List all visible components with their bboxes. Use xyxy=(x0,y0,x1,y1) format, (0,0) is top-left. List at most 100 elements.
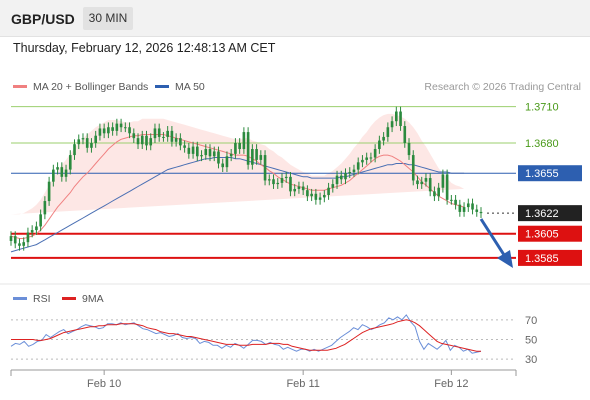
candle-body xyxy=(166,130,169,137)
candle-body xyxy=(107,127,110,134)
price-level-labels: 1.3710 1.3680 1.3655 1.3622 1.3605 1.3585 xyxy=(518,102,582,266)
rsi-legend-label: RSI xyxy=(33,293,51,305)
candle-body xyxy=(183,145,186,148)
candle-body xyxy=(352,169,356,173)
candle-body xyxy=(115,123,119,131)
rsi-panel: 70 50 30 xyxy=(10,314,537,366)
candle-body xyxy=(145,135,148,146)
candle-body xyxy=(149,138,153,146)
candle-body xyxy=(306,190,309,197)
candle-body xyxy=(98,128,102,136)
candle-body xyxy=(22,242,26,246)
bollinger-bands xyxy=(11,113,465,215)
candle-body xyxy=(187,147,191,154)
candle-body xyxy=(52,169,55,182)
x-tick-label-0: Feb 10 xyxy=(87,378,121,390)
candle-body xyxy=(293,188,297,192)
candle-body xyxy=(30,230,34,233)
candle-body xyxy=(403,126,407,143)
price-level-label-5: 1.3585 xyxy=(525,253,559,265)
candle-body xyxy=(26,232,30,243)
ma20-legend-label: MA 20 + Bollinger Bands xyxy=(33,81,148,93)
ma50-line xyxy=(10,157,465,253)
candle-body xyxy=(234,142,237,154)
candle-body xyxy=(39,214,42,227)
candle-body xyxy=(348,172,352,174)
candle-body xyxy=(242,132,246,150)
ma20-line xyxy=(10,134,465,239)
candle-body xyxy=(259,155,263,160)
price-level-label-0: 1.3710 xyxy=(525,102,559,114)
instrument-title: GBP/USD xyxy=(11,11,75,27)
candle-body xyxy=(327,187,330,195)
price-level-badge-2 xyxy=(518,165,582,182)
candle-body xyxy=(204,149,208,156)
forecast-arrow xyxy=(479,218,513,268)
candle-body xyxy=(428,178,432,192)
candle-body xyxy=(365,157,368,160)
candle-body xyxy=(217,151,220,164)
candle-body xyxy=(111,127,114,131)
candle-body xyxy=(361,159,364,163)
candle-body xyxy=(255,149,258,160)
timeframe-button[interactable]: 30 MIN xyxy=(83,7,133,30)
candle-body xyxy=(229,153,233,157)
candle-body xyxy=(378,140,381,150)
candle-body xyxy=(140,135,144,145)
candle-body xyxy=(136,138,140,145)
candle-body xyxy=(128,127,131,134)
candle-body xyxy=(331,184,335,188)
candle-body xyxy=(390,121,394,128)
candle-body xyxy=(310,193,313,197)
candle-body xyxy=(94,135,97,143)
candle-body xyxy=(407,142,411,156)
ma20-legend-swatch xyxy=(13,85,27,88)
candle-body xyxy=(225,156,229,168)
candle-body xyxy=(64,169,68,177)
candle-body xyxy=(9,236,13,241)
candle-body xyxy=(297,186,301,189)
candle-body xyxy=(420,181,424,185)
moving-averages xyxy=(10,134,465,253)
bollinger-band-area xyxy=(11,113,465,215)
candle-body xyxy=(289,176,292,192)
candle-body xyxy=(81,138,85,140)
candle-body xyxy=(318,197,322,200)
candle-body xyxy=(157,128,161,137)
header-bar: GBP/USD 30 MIN xyxy=(0,0,590,37)
rsi-ma-line xyxy=(11,319,481,352)
price-level-label-4: 1.3605 xyxy=(525,229,559,241)
rsi-tick-50: 50 xyxy=(525,334,537,346)
candle-body xyxy=(208,149,212,157)
candle-body xyxy=(382,136,385,141)
candle-body xyxy=(195,146,199,157)
candle-body xyxy=(276,182,280,185)
candle-body xyxy=(399,111,402,127)
candle-body xyxy=(411,155,415,181)
candle-body xyxy=(339,175,343,180)
candle-body xyxy=(77,139,81,145)
rsi-legend-swatch xyxy=(13,297,27,300)
candle-body xyxy=(251,149,254,165)
candle-body xyxy=(373,149,377,158)
candle-body xyxy=(462,207,466,212)
candle-body xyxy=(267,179,271,181)
candlesticks xyxy=(9,106,483,251)
candle-body xyxy=(386,127,390,137)
candle-body xyxy=(60,167,64,177)
ma50-legend-label: MA 50 xyxy=(175,81,205,93)
candle-body xyxy=(284,176,288,179)
candle-body xyxy=(263,155,267,181)
candle-body xyxy=(153,128,157,139)
price-level-label-3: 1.3622 xyxy=(525,208,559,220)
candle-body xyxy=(68,155,72,170)
candle-body xyxy=(174,138,178,142)
candle-body xyxy=(356,162,360,170)
x-axis-ticks: Feb 10 Feb 11 Feb 12 xyxy=(87,370,468,390)
candle-body xyxy=(335,175,339,185)
candle-body xyxy=(179,138,182,146)
ma50-legend-swatch xyxy=(155,85,169,88)
candle-body xyxy=(395,111,398,122)
candle-body xyxy=(18,243,21,246)
